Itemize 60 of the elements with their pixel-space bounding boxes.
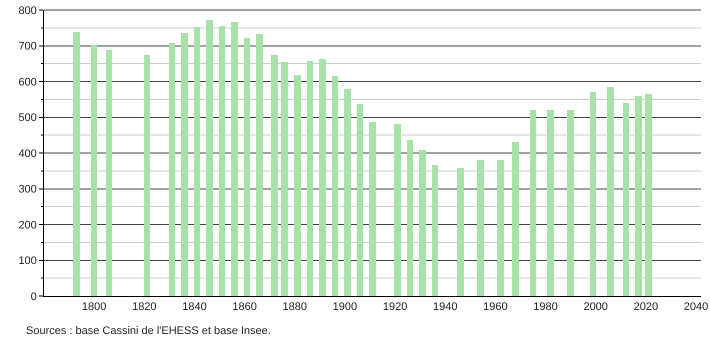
bar <box>369 122 376 296</box>
x-tick-label: 1920 <box>382 301 408 314</box>
bar <box>457 168 464 296</box>
bar <box>169 43 175 296</box>
bar <box>256 34 263 296</box>
bar <box>73 32 80 296</box>
y-tick-label: 300 <box>18 184 37 196</box>
x-tick-label: 1880 <box>282 301 307 314</box>
bar <box>294 75 301 296</box>
bar <box>607 87 614 296</box>
bar <box>357 104 363 296</box>
bar <box>432 165 438 296</box>
bar <box>590 92 596 296</box>
bar <box>319 59 326 296</box>
x-tick-label: 2000 <box>583 301 608 314</box>
y-tick-label: 700 <box>18 40 37 53</box>
x-tick-label: 1800 <box>82 301 106 314</box>
x-tick-label: 1960 <box>483 301 508 314</box>
bar <box>219 26 225 296</box>
x-tick-label: 1980 <box>533 301 558 314</box>
bar <box>530 110 536 296</box>
y-tick-label: 200 <box>18 219 37 232</box>
x-tick-label: 1820 <box>132 301 157 314</box>
bar <box>547 110 554 296</box>
bar <box>231 22 238 296</box>
x-tick-label: 2040 <box>684 301 708 314</box>
bar <box>91 45 97 296</box>
x-tick-label: 1840 <box>182 301 207 314</box>
bar <box>407 140 413 296</box>
bar <box>106 50 112 296</box>
bar <box>194 27 200 296</box>
bar <box>623 103 629 296</box>
bar <box>419 150 426 296</box>
y-tick-label: 400 <box>18 148 37 160</box>
bar <box>332 76 338 296</box>
bar <box>635 96 642 296</box>
source-note: Sources : base Cassini de l'EHESS et base Insee. <box>26 325 271 337</box>
bar <box>344 89 351 296</box>
y-tick-label: 600 <box>18 76 37 88</box>
y-tick-label: 500 <box>18 112 37 124</box>
x-tick-label: 1860 <box>232 301 257 314</box>
bar <box>477 160 484 296</box>
x-tick-label: 2020 <box>634 301 658 314</box>
y-tick-label: 800 <box>18 4 37 17</box>
bar <box>244 38 250 296</box>
bar <box>307 61 313 296</box>
x-tick-label: 1900 <box>332 301 358 314</box>
bar <box>144 55 150 296</box>
x-tick-label: 1940 <box>432 301 458 314</box>
bar <box>271 55 278 296</box>
bar <box>645 94 652 296</box>
bar <box>497 160 504 296</box>
bar <box>181 33 188 296</box>
bar <box>512 142 519 296</box>
bar <box>281 62 288 296</box>
bar <box>206 20 213 296</box>
y-tick-label: 0 <box>30 290 37 303</box>
y-tick-label: 100 <box>18 255 37 268</box>
bar <box>394 124 401 296</box>
bar <box>567 110 574 296</box>
